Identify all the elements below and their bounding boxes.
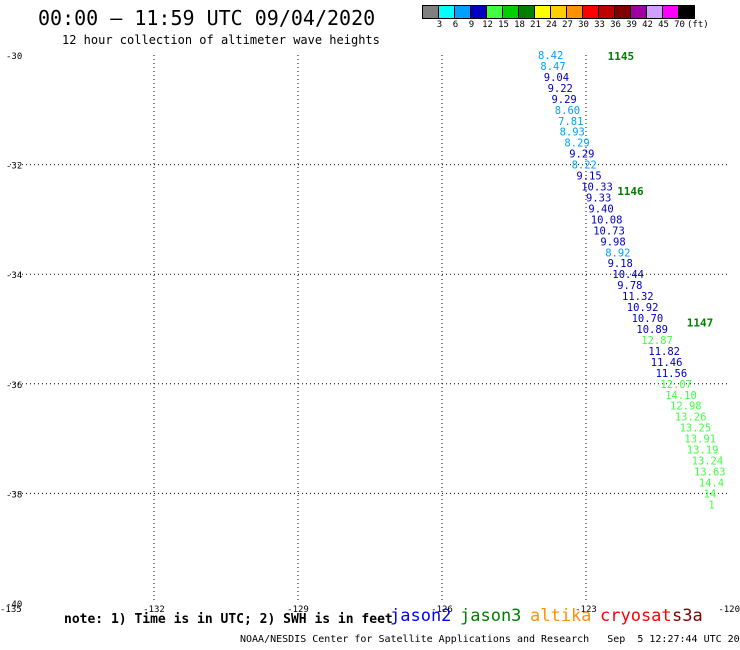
wave-height-label: 10.73 bbox=[593, 225, 625, 237]
scale-label: 27 bbox=[562, 20, 573, 30]
wave-height-label: 10.89 bbox=[636, 324, 668, 336]
wave-height-label: 10.92 bbox=[627, 302, 659, 314]
color-scale-bar bbox=[422, 5, 695, 19]
scale-label: 24 bbox=[546, 20, 557, 30]
scale-label: 21 bbox=[530, 20, 541, 30]
wave-height-label: 14.4 bbox=[699, 477, 724, 489]
scale-label: 33 bbox=[594, 20, 605, 30]
scale-label: 15 bbox=[498, 20, 509, 30]
lat-tick-label: -36 bbox=[6, 381, 22, 391]
satellite-legend-jason3: jason3 bbox=[460, 606, 522, 626]
lat-tick-label: -40 bbox=[6, 600, 22, 610]
wave-height-label: 13.19 bbox=[687, 445, 719, 457]
wave-height-label: 9.22 bbox=[548, 83, 573, 95]
scale-label: 42 bbox=[642, 20, 653, 30]
track-time-marker: 1146 bbox=[617, 185, 644, 198]
satellite-legend-altika: altika bbox=[530, 606, 592, 626]
wave-height-label: 13.91 bbox=[684, 434, 716, 446]
lon-tick-label: -123 bbox=[575, 605, 597, 615]
credit-line: NOAA/NESDIS Center for Satellite Applica… bbox=[240, 634, 740, 645]
satellite-legend-cryosat: cryosat bbox=[600, 606, 672, 626]
satellite-legend-s3a: s3a bbox=[672, 606, 703, 626]
lat-tick-label: -34 bbox=[6, 271, 22, 281]
lat-tick-label: -38 bbox=[6, 490, 22, 500]
wave-height-label: 11.46 bbox=[651, 357, 683, 369]
track-time-markers: 1145 1146 1147 bbox=[608, 50, 714, 329]
wave-height-label: 13.24 bbox=[692, 456, 724, 468]
wave-height-points: 8.428.479.049.229.298.607.818.938.299.29… bbox=[538, 50, 726, 511]
wave-height-label: 1 bbox=[708, 499, 714, 511]
wave-height-label: 9.98 bbox=[600, 236, 625, 248]
wave-height-label: 9.29 bbox=[551, 94, 576, 106]
wave-height-label: 12.87 bbox=[641, 335, 673, 347]
wave-height-label: 8.22 bbox=[572, 160, 597, 172]
wave-height-label: 11.56 bbox=[656, 368, 688, 380]
scale-unit: (ft) bbox=[687, 20, 709, 30]
wave-height-label: 11.82 bbox=[648, 346, 680, 358]
scale-label: 18 bbox=[514, 20, 525, 30]
wave-height-label: 10.70 bbox=[632, 313, 664, 325]
wave-height-label: 12.07 bbox=[660, 379, 692, 391]
scale-label: 6 bbox=[452, 20, 459, 30]
wave-height-label: 12.98 bbox=[670, 401, 702, 413]
scale-label: 12 bbox=[482, 20, 493, 30]
wave-height-label: 9.18 bbox=[608, 258, 633, 270]
scale-label: 36 bbox=[610, 20, 621, 30]
scale-swatch bbox=[678, 5, 695, 19]
wave-height-label: 13.63 bbox=[694, 466, 726, 478]
lat-tick-label: -32 bbox=[6, 162, 22, 172]
wave-height-label: 9.04 bbox=[544, 72, 569, 84]
wave-height-label: 13.25 bbox=[680, 423, 712, 435]
wave-height-label: 9.29 bbox=[569, 149, 594, 161]
scale-label: 39 bbox=[626, 20, 637, 30]
map-subtitle: 12 hour collection of altimeter wave hei… bbox=[62, 33, 380, 47]
scale-label: 30 bbox=[578, 20, 589, 30]
wave-height-label: 13.26 bbox=[675, 412, 707, 424]
wave-height-label: 9.33 bbox=[586, 192, 611, 204]
track-time-marker: 1145 bbox=[608, 50, 635, 63]
wave-height-label: 8.42 bbox=[538, 50, 563, 62]
wave-height-label: 14.10 bbox=[665, 390, 697, 402]
units-note: note: 1) Time is in UTC; 2) SWH is in fe… bbox=[64, 612, 393, 627]
satellite-legend-jason2: jason2 bbox=[390, 606, 452, 626]
scale-label: 45 bbox=[658, 20, 669, 30]
scale-label: 9 bbox=[468, 20, 475, 30]
wave-height-label: 9.15 bbox=[576, 171, 601, 183]
map-grid bbox=[10, 55, 730, 603]
scale-label: 70 bbox=[674, 20, 685, 30]
wave-height-label: 10.08 bbox=[591, 214, 623, 226]
lon-tick-label: -129 bbox=[287, 605, 309, 615]
wave-height-label: 8.93 bbox=[560, 127, 585, 139]
wave-height-label: 10.44 bbox=[612, 269, 644, 281]
wave-height-label: 9.40 bbox=[588, 203, 613, 215]
wave-height-label: 11.32 bbox=[622, 291, 654, 303]
lon-tick-label: -135 bbox=[0, 605, 22, 615]
wave-height-label: 14 bbox=[704, 488, 717, 500]
scale-label: 3 bbox=[436, 20, 443, 30]
wave-height-label: 7.81 bbox=[558, 116, 583, 128]
wave-height-label: 8.47 bbox=[540, 61, 565, 73]
wave-height-label: 8.92 bbox=[605, 247, 630, 259]
wave-height-label: 8.29 bbox=[564, 138, 589, 150]
wave-height-label: 9.78 bbox=[617, 280, 642, 292]
map-title: 00:00 – 11:59 UTC 09/04/2020 bbox=[38, 6, 376, 30]
longitude-labels: -135 -132 -129 -126 -123 -120 bbox=[0, 605, 740, 615]
track-time-marker: 1147 bbox=[687, 316, 714, 329]
lon-tick-label: -120 bbox=[718, 605, 740, 615]
lat-tick-label: -30 bbox=[6, 52, 22, 62]
wave-height-label: 8.60 bbox=[555, 105, 580, 117]
lon-tick-label: -126 bbox=[431, 605, 453, 615]
wave-height-label: 10.33 bbox=[581, 182, 613, 194]
lon-tick-label: -132 bbox=[143, 605, 165, 615]
latitude-labels: -30 -32 -34 -36 -38 -40 bbox=[6, 52, 22, 610]
